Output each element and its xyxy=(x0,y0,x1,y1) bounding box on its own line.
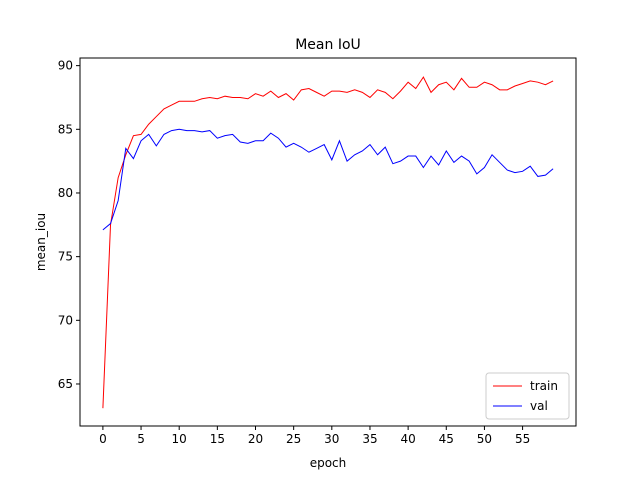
x-tick-label: 25 xyxy=(286,432,301,446)
legend: train val xyxy=(485,372,570,420)
y-tick-label: 65 xyxy=(58,377,73,391)
y-tick-label: 75 xyxy=(58,250,73,264)
x-tick-label: 15 xyxy=(210,432,225,446)
x-tick-label: 50 xyxy=(477,432,492,446)
y-axis-label: mean_iou xyxy=(34,213,48,271)
x-tick-label: 35 xyxy=(362,432,377,446)
legend-label-train: train xyxy=(530,379,558,393)
series-line-train xyxy=(102,76,554,409)
x-tick-label: 10 xyxy=(172,432,187,446)
x-tick-label: 20 xyxy=(248,432,263,446)
x-tick-label: 30 xyxy=(324,432,339,446)
legend-box xyxy=(485,372,570,420)
x-tick-label: 55 xyxy=(515,432,530,446)
y-axis: 65 70 75 80 85 90 xyxy=(58,59,80,391)
y-tick-label: 70 xyxy=(58,313,73,327)
chart-title: Mean IoU xyxy=(295,37,361,53)
plot-series-group xyxy=(102,76,554,409)
x-tick-label: 40 xyxy=(400,432,415,446)
y-tick-label: 80 xyxy=(58,186,73,200)
series-line-val xyxy=(102,128,554,231)
y-tick-label: 85 xyxy=(58,122,73,136)
x-axis-label: epoch xyxy=(310,456,347,470)
plot-frame xyxy=(79,57,577,427)
x-tick-label: 5 xyxy=(137,432,145,446)
x-axis: 0 5 10 15 20 25 30 35 40 45 50 55 xyxy=(99,426,530,446)
y-tick-label: 90 xyxy=(58,59,73,73)
legend-label-val: val xyxy=(530,399,548,413)
x-tick-label: 45 xyxy=(439,432,454,446)
x-tick-label: 0 xyxy=(99,432,107,446)
